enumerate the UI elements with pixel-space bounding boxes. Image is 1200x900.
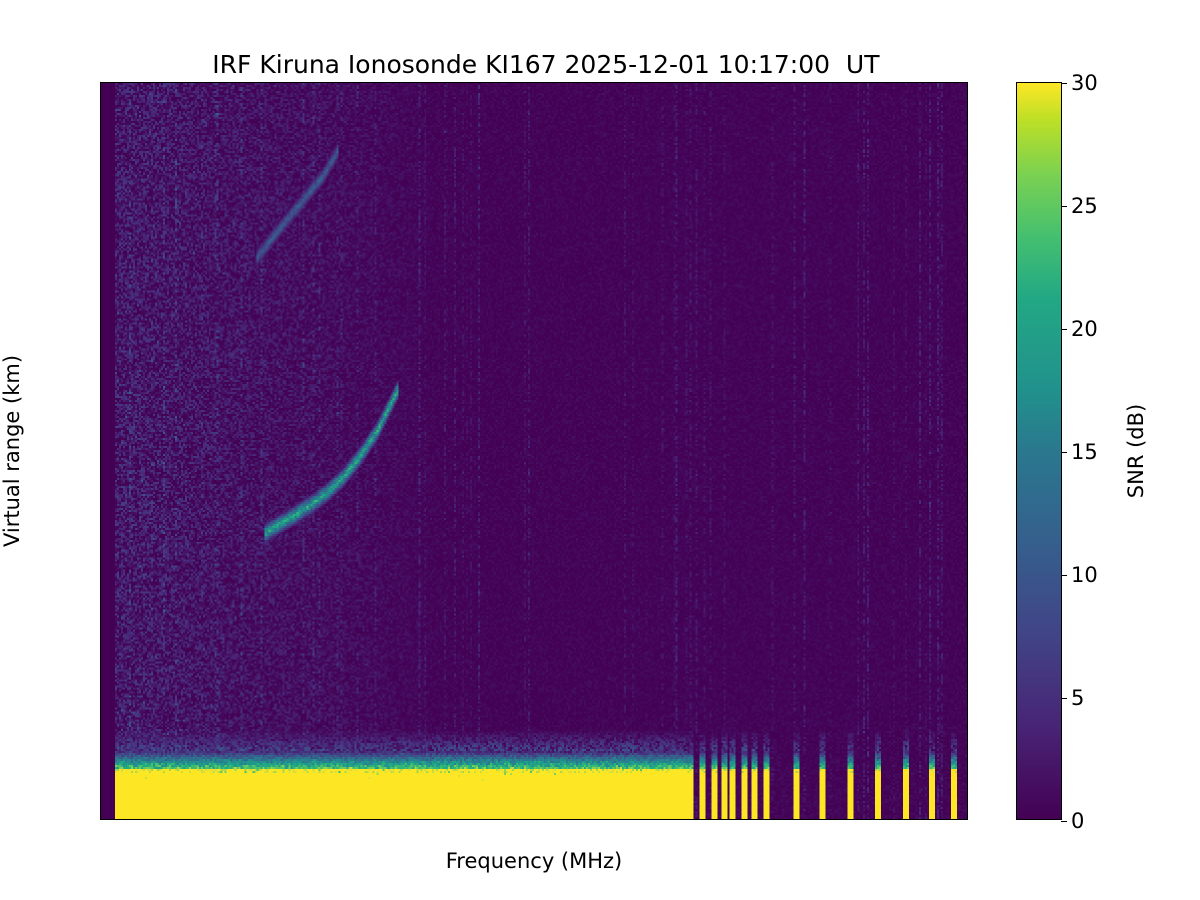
colorbar-tick	[1061, 575, 1067, 577]
colorbar-tick	[1061, 329, 1067, 331]
colorbar-tick	[1061, 206, 1067, 208]
x-tick	[827, 819, 828, 820]
colorbar-tick-label: 15	[1071, 440, 1098, 464]
title-line-1: IRF Kiruna Ionosonde KI167 2025-12-01 10…	[212, 50, 880, 79]
x-tick	[498, 819, 499, 820]
ionogram-canvas	[101, 83, 967, 819]
x-tick	[717, 819, 718, 820]
colorbar: 0 5 10 15 20 25 30	[1016, 71, 1098, 833]
colorbar-tick-label: 0	[1071, 809, 1085, 833]
colorbar-label: SNR (dB)	[1124, 403, 1148, 499]
x-tick	[169, 819, 170, 820]
x-tick	[608, 819, 609, 820]
colorbar-tick	[1061, 698, 1067, 700]
x-tick	[389, 819, 390, 820]
y-tick	[100, 83, 101, 84]
colorbar-tick	[1061, 452, 1067, 454]
y-tick	[100, 811, 101, 812]
y-tick	[100, 569, 101, 570]
colorbar-tick-label: 10	[1071, 563, 1098, 587]
x-tick	[936, 819, 937, 820]
colorbar-tick	[1061, 83, 1067, 85]
colorbar-tick-label: 20	[1071, 317, 1098, 341]
y-tick	[100, 447, 101, 448]
colorbar-tick-label: 30	[1071, 71, 1098, 95]
x-tick	[279, 819, 280, 820]
plot-area: 0100200300400500600246810121416	[100, 82, 968, 820]
y-axis-label: Virtual range (km)	[0, 354, 24, 548]
colorbar-tick-label: 25	[1071, 194, 1098, 218]
y-tick	[100, 204, 101, 205]
colorbar-tick-label: 5	[1071, 686, 1085, 710]
y-tick	[100, 690, 101, 691]
x-axis-label: Frequency (MHz)	[445, 849, 623, 873]
colorbar-tick	[1061, 821, 1067, 823]
y-tick	[100, 326, 101, 327]
ionogram-image	[101, 83, 967, 819]
